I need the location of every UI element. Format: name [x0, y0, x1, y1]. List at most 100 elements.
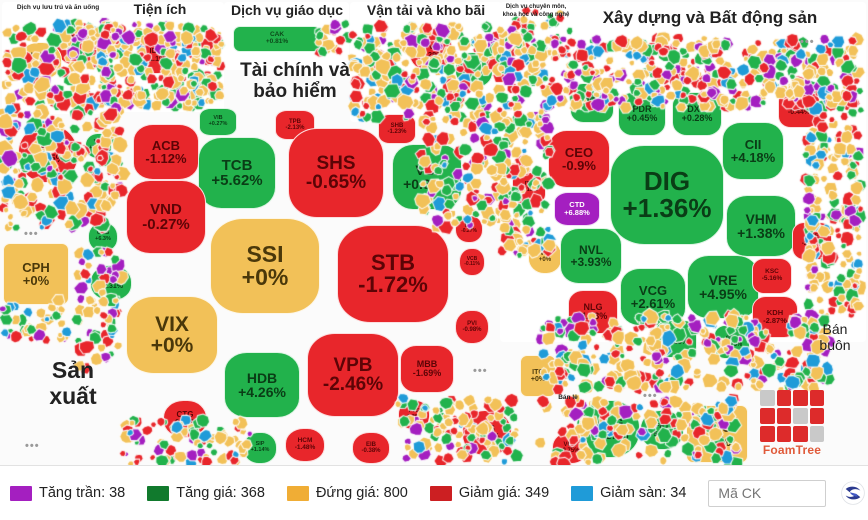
stock-cell-VPI[interactable]: VPI +0%	[528, 240, 562, 274]
stock-cell-FTS[interactable]: FTS -0.26%	[398, 400, 430, 430]
stock-cell-CPH[interactable]: CPH +0%	[3, 243, 69, 305]
legend-item-flat[interactable]: Đứng giá: 800	[286, 485, 408, 501]
ticker: TCH	[791, 101, 807, 109]
change: +0.87%	[462, 69, 486, 76]
legend-item-up[interactable]: Tăng giá: 368	[147, 485, 265, 501]
stock-cell-CTG[interactable]: CTG -0.88%	[163, 400, 207, 438]
stock-cell-KDH[interactable]: KDH -2.87%	[752, 296, 798, 338]
legend-item-floor[interactable]: Giảm sàn: 34	[571, 485, 686, 501]
ticker: VIX	[155, 312, 189, 336]
stock-cell-FPT[interactable]: FPT -2.25%	[18, 125, 78, 183]
stock-cell-VIX[interactable]: VIX +0%	[126, 296, 218, 374]
change: +0%	[241, 264, 289, 290]
stock-cell-HQT[interactable]: HQT +0%	[18, 42, 62, 80]
stock-cell-VGI[interactable]: VGI +0.51%	[85, 133, 112, 159]
stock-cell-GEX[interactable]: GEX +8.75%	[714, 325, 750, 359]
stock-cell-IDC[interactable]: IDC -1.1%	[136, 36, 176, 74]
legend-swatch-down	[429, 485, 452, 501]
stock-cell-CAK[interactable]: CAK +0.81%	[233, 26, 321, 52]
stock-cell-VCG[interactable]: VCG +2.61%	[620, 268, 686, 326]
stock-cell-HDB[interactable]: HDB +4.26%	[224, 352, 300, 418]
stock-cell-ITA[interactable]: ITA -0.15%	[512, 172, 546, 204]
stock-cell-SSI[interactable]: SSI +0%	[210, 218, 320, 314]
stock-cell-FRT[interactable]: FRT +5.48%	[640, 410, 684, 450]
ticker: ACB	[151, 137, 181, 153]
stock-cell-HCM[interactable]: HCM -1.48%	[285, 428, 325, 462]
stock-cell-VPB[interactable]: VPB -2.46%	[307, 333, 399, 417]
stock-cell-PDR[interactable]: PDR +0.45%	[618, 92, 666, 136]
legend-label-floor: Giảm sàn: 34	[600, 485, 687, 501]
stock-cell-STB[interactable]: STB -1.72%	[337, 225, 449, 323]
stock-cell-VCB[interactable]: VCB -0.11%	[459, 248, 485, 276]
stock-cell-VRE[interactable]: VRE +4.95%	[687, 255, 759, 319]
stock-cell-KSC[interactable]: KSC -5.16%	[752, 258, 792, 294]
stock-cell-HHV[interactable]: HHV +0.69%	[570, 83, 614, 123]
stock-cell-PVT[interactable]: PVT -2.28%	[409, 30, 453, 72]
stock-cell-VHM[interactable]: VHM +1.38%	[726, 195, 796, 257]
stock-cell-DXG[interactable]: DXG +0.28%	[672, 92, 722, 136]
ticker: TCB	[221, 156, 253, 174]
stock-cell-VCI[interactable]: VCI +0.81%	[392, 144, 462, 210]
stock-cell-CEO[interactable]: CEO -0.9%	[548, 130, 610, 188]
stock-cell-VIB[interactable]: VIB +0.27%	[199, 108, 237, 136]
stock-cell-ACB[interactable]: ACB -1.12%	[133, 124, 199, 180]
stock-cell-PVI[interactable]: PVI -0.98%	[455, 310, 489, 344]
brand-logo-icon[interactable]	[840, 480, 866, 506]
ticker: VHM	[745, 210, 777, 227]
stock-cell-MBB[interactable]: MBB -1.69%	[400, 345, 454, 393]
change: -0.38%	[361, 448, 381, 454]
stock-cell-SIP[interactable]: SIP +1.14%	[243, 432, 277, 464]
change: +5.48%	[649, 429, 675, 438]
change: -1.69%	[412, 368, 442, 378]
stock-cell-VGC[interactable]: VGC -0.75%	[552, 432, 588, 464]
stock-cell-DIG[interactable]: DIG +1.36%	[610, 145, 724, 245]
change: +2.31%	[99, 283, 123, 290]
legend-item-ceiling[interactable]: Tăng trần: 38	[10, 485, 125, 501]
ticker: STB	[371, 249, 415, 275]
stock-cell-OCB[interactable]: OCB +6.3%	[88, 222, 118, 252]
legend-label-down: Giảm giá: 349	[458, 485, 550, 501]
stock-cell-BSI[interactable]: BSI -0.27%	[455, 215, 483, 243]
ticker: MSB	[103, 275, 119, 283]
change: +0.28%	[681, 113, 713, 123]
stock-cell-TCH[interactable]: TCH -0.44%	[778, 90, 820, 128]
change: -0.9%	[562, 158, 596, 173]
stock-cell-EIB[interactable]: EIB -0.38%	[352, 432, 390, 464]
stock-cell-VND[interactable]: VND -0.27%	[126, 180, 206, 254]
change: -5.16%	[761, 275, 783, 282]
legend-swatch-up	[147, 485, 170, 501]
change: -0.15%	[520, 187, 538, 193]
stock-cell-PVS[interactable]: PVS -0.57%	[462, 410, 512, 456]
search-input[interactable]	[708, 479, 827, 507]
stock-cell-CII[interactable]: CII +4.18%	[722, 122, 784, 180]
sector-label-san-xuat: Sản xuất	[49, 357, 97, 409]
legend-swatch-ceiling	[10, 485, 32, 501]
stock-cell-VTP[interactable]: VTP +0.87%	[455, 52, 493, 88]
ticker: DIG	[643, 166, 691, 197]
stock-cell-SHB[interactable]: SHB -1.23%	[378, 114, 416, 144]
stock-cell-MSB[interactable]: MSB +2.31%	[90, 265, 132, 301]
ellipsis-marker: •••	[473, 365, 488, 377]
stock-cell-REE[interactable]: REE -2.83%	[792, 222, 832, 260]
ticker: CII	[744, 136, 762, 152]
change: -2.25%	[30, 153, 66, 165]
stock-cell-ITQ[interactable]: ITQ +0%	[520, 355, 556, 397]
stock-cell-TCB[interactable]: TCB +5.62%	[198, 137, 276, 209]
stock-cell-SHS[interactable]: SHS -0.65%	[288, 128, 384, 218]
stock-cell-NLG[interactable]: NLG -1.23%	[568, 290, 618, 334]
ticker: HDB	[246, 369, 278, 386]
stock-cell-NVL[interactable]: NVL +3.93%	[560, 228, 622, 284]
foamtree-map[interactable]: DAH -0.6% HQT +0% IDC -1.1% CAK +0.81% P…	[0, 0, 868, 465]
change: +6.88%	[564, 208, 590, 217]
legend-item-down[interactable]: Giảm giá: 349	[429, 485, 550, 501]
stock-cell-HUT[interactable]: HUT +1.65%	[655, 320, 697, 358]
legend-label-ceiling: Tăng trần: 38	[39, 485, 126, 501]
stock-cell-CTD[interactable]: CTD +6.88%	[554, 192, 600, 226]
ellipsis-marker: •••	[800, 36, 815, 48]
ellipsis-marker: •••	[25, 440, 40, 452]
stock-cell-HDO[interactable]: HDO +0%	[686, 405, 748, 463]
foamtree-logo-icon	[760, 390, 824, 442]
change: +4.26%	[238, 384, 286, 400]
legend-swatch-floor	[571, 485, 594, 501]
ellipsis-marker: •••	[24, 228, 39, 240]
